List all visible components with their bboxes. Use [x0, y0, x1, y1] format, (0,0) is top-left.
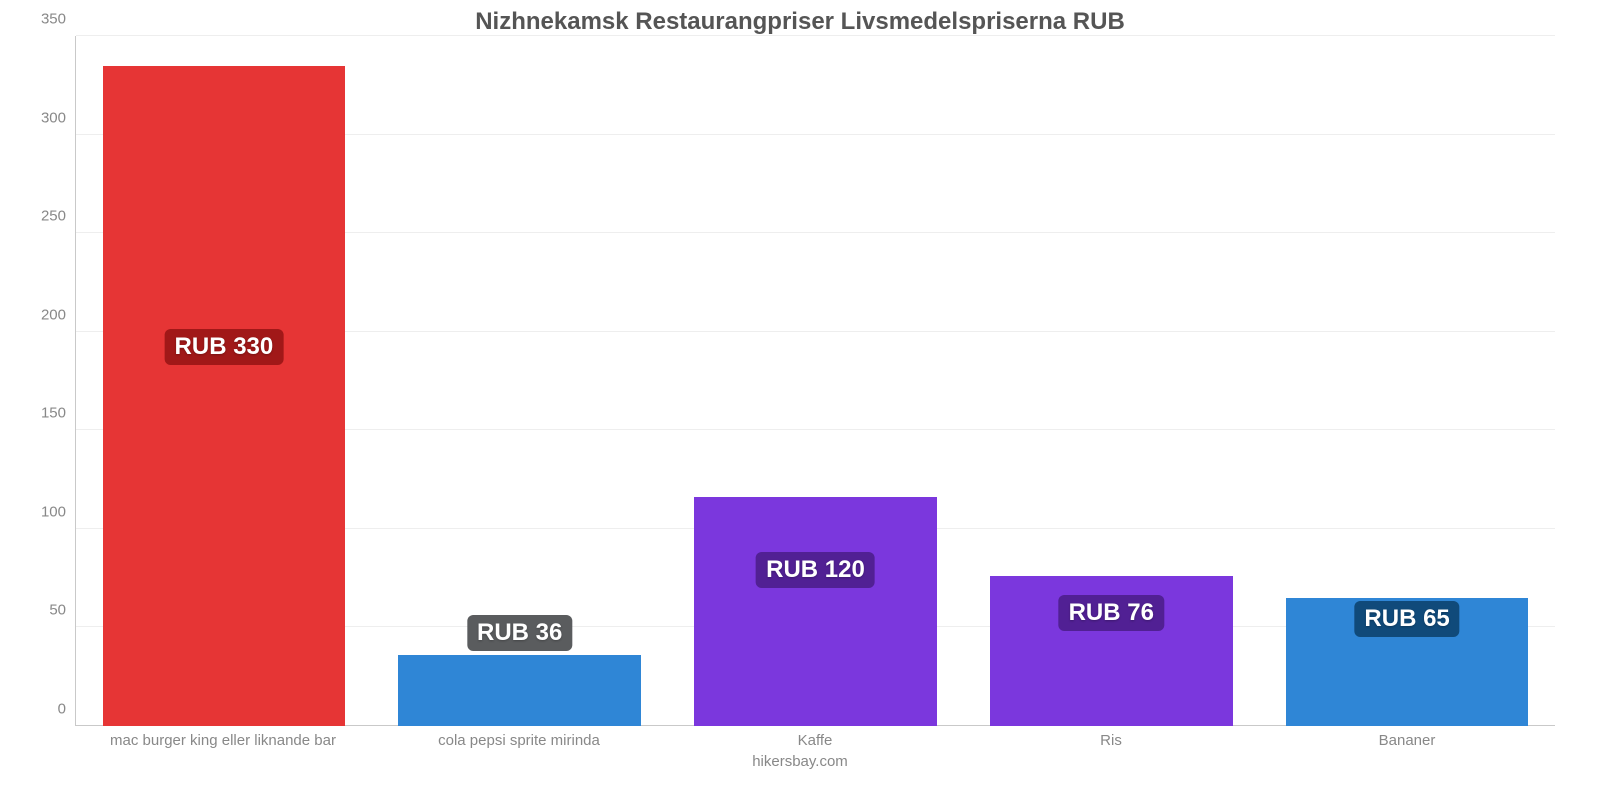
plot-area: RUB 330RUB 36RUB 120RUB 76RUB 65 0501001… [75, 36, 1555, 726]
value-badge: RUB 76 [1059, 595, 1164, 631]
x-axis-label: cola pepsi sprite mirinda [371, 732, 667, 749]
x-axis-label: mac burger king eller liknande bar [75, 732, 371, 749]
x-axis-label: Kaffe [667, 732, 963, 749]
bar-slot: RUB 76 [963, 36, 1259, 726]
y-tick-label: 250 [41, 208, 66, 225]
bar [103, 66, 346, 726]
bar-slot: RUB 65 [1259, 36, 1555, 726]
y-tick-label: 50 [49, 602, 66, 619]
y-tick-label: 150 [41, 405, 66, 422]
chart-title: Nizhnekamsk Restaurangpriser Livsmedelsp… [20, 8, 1580, 36]
price-chart: Nizhnekamsk Restaurangpriser Livsmedelsp… [0, 0, 1600, 800]
value-badge: RUB 120 [756, 552, 875, 588]
y-tick-label: 0 [58, 701, 66, 718]
x-axis-labels: mac burger king eller liknande barcola p… [75, 732, 1555, 749]
source-label: hikersbay.com [20, 753, 1580, 770]
bar-slot: RUB 120 [668, 36, 964, 726]
value-badge: RUB 36 [467, 615, 572, 651]
value-badge: RUB 65 [1354, 601, 1459, 637]
bar-slot: RUB 330 [76, 36, 372, 726]
y-tick-label: 200 [41, 306, 66, 323]
bars-container: RUB 330 RUB 36 RUB 120 RUB 76 RUB 65 [76, 36, 1555, 726]
value-badge: RUB 330 [165, 329, 284, 365]
y-tick-label: 350 [41, 11, 66, 28]
y-tick-label: 100 [41, 503, 66, 520]
bar [398, 655, 641, 726]
x-axis-label: Bananer [1259, 732, 1555, 749]
bar-slot: RUB 36 [372, 36, 668, 726]
x-axis-label: Ris [963, 732, 1259, 749]
y-tick-label: 300 [41, 109, 66, 126]
bar [694, 497, 937, 726]
